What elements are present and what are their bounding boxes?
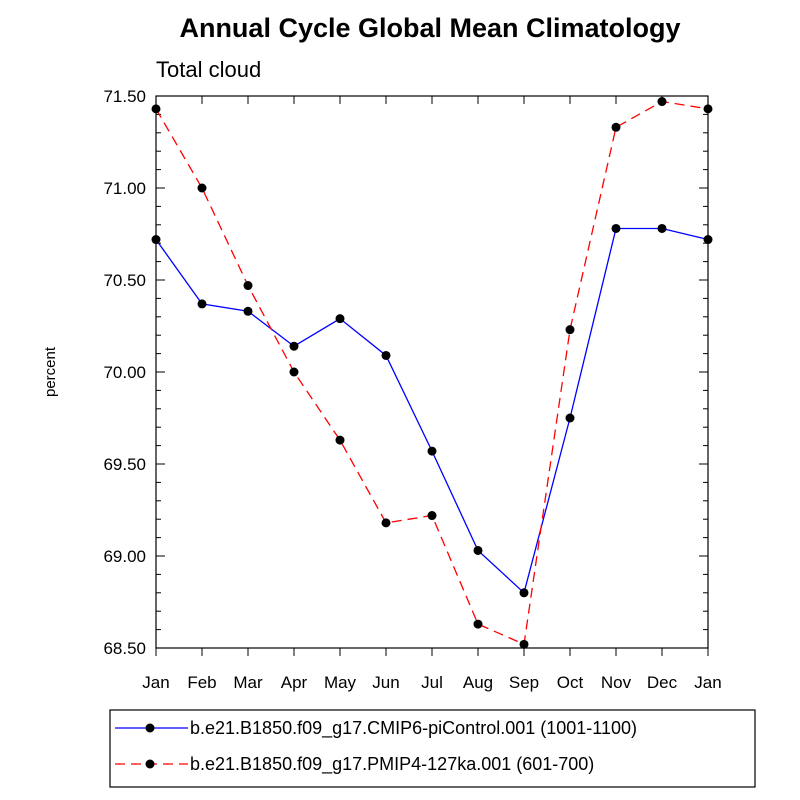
data-point (381, 518, 391, 528)
x-tick-label: Mar (233, 673, 263, 692)
data-point (657, 97, 667, 107)
y-tick-label: 70.00 (103, 363, 146, 382)
x-tick-label: Sep (509, 673, 539, 692)
x-tick-label: Dec (647, 673, 678, 692)
legend-label: b.e21.B1850.f09_g17.CMIP6-piControl.001 … (190, 718, 637, 739)
x-tick-label: Aug (463, 673, 493, 692)
y-axis-label: percent (42, 346, 59, 397)
data-point (289, 341, 299, 351)
data-point (473, 619, 483, 629)
legend-label: b.e21.B1850.f09_g17.PMIP4-127ka.001 (601… (190, 754, 594, 775)
data-point (197, 183, 207, 193)
data-point (519, 639, 529, 649)
plot-series (151, 97, 713, 649)
x-tick-label: Feb (187, 673, 216, 692)
x-tick-label: Jun (372, 673, 399, 692)
y-tick-label: 71.00 (103, 179, 146, 198)
y-tick-label: 69.00 (103, 547, 146, 566)
x-tick-label: Jan (694, 673, 721, 692)
axis-tick-labels: 71.50 71.00 70.50 70.00 69.50 69.00 68.50 Jan Fe… (103, 87, 721, 692)
legend-marker (145, 723, 155, 733)
x-tick-label: Nov (601, 673, 632, 692)
data-point (519, 588, 529, 598)
data-point (565, 413, 575, 423)
data-point (289, 367, 299, 377)
series-line (155, 227, 709, 595)
data-point (197, 299, 207, 309)
data-point (243, 306, 253, 316)
x-tick-label: Apr (281, 673, 308, 692)
data-point (565, 325, 575, 335)
legend-box (109, 709, 756, 788)
data-point (657, 223, 667, 233)
data-point (611, 122, 621, 132)
y-tick-label: 69.50 (103, 455, 146, 474)
chart-title: Annual Cycle Global Mean Climatology (179, 13, 680, 43)
data-point (473, 545, 483, 555)
legend: b.e21.B1850.f09_g17.CMIP6-piControl.001 … (109, 709, 756, 788)
data-point (427, 446, 437, 456)
series-line (155, 100, 709, 646)
data-point (611, 223, 621, 233)
y-tick-label: 70.50 (103, 271, 146, 290)
data-point (427, 511, 437, 521)
chart-subtitle: Total cloud (156, 57, 261, 82)
y-tick-label: 68.50 (103, 639, 146, 658)
data-point (381, 350, 391, 360)
plot-frame (155, 95, 709, 649)
x-tick-label: Jul (421, 673, 443, 692)
data-point (335, 314, 345, 324)
x-tick-label: Jan (142, 673, 169, 692)
y-tick-label: 71.50 (103, 87, 146, 106)
x-tick-label: May (324, 673, 357, 692)
x-tick-label: Oct (557, 673, 584, 692)
axis-ticks (155, 95, 709, 656)
data-point (243, 281, 253, 291)
data-point (335, 435, 345, 445)
legend-marker (145, 759, 155, 769)
